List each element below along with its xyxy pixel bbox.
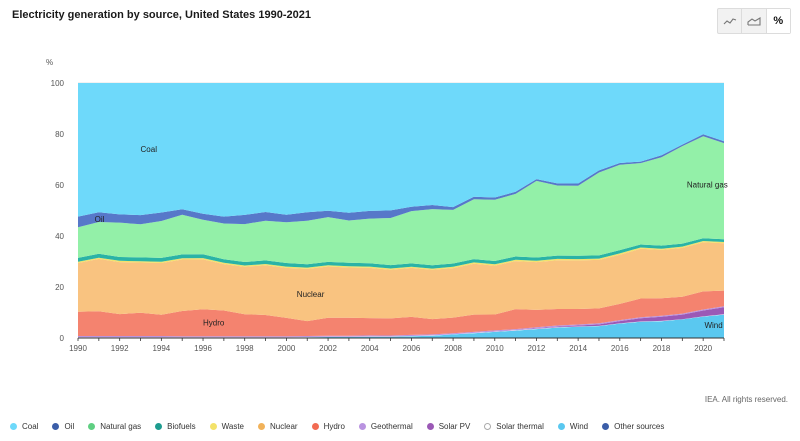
area-hydro[interactable]: [78, 290, 724, 337]
legend-label: Natural gas: [100, 422, 142, 431]
x-tick-label: 2018: [653, 344, 671, 353]
legend-label: Hydro: [323, 422, 345, 431]
legend-label: Solar thermal: [496, 422, 544, 431]
area-label-oil: Oil: [95, 215, 105, 224]
legend-label: Other sources: [614, 422, 665, 431]
legend-dot-icon: [155, 423, 163, 430]
legend-label: Nuclear: [270, 422, 298, 431]
legend-dot-icon: [10, 423, 17, 430]
legend: Coal Oil Natural gas Biofuels Waste Nuclear Hy…: [10, 422, 678, 431]
stacked-area-chart: 0 20 40 60 80 100 1990 1992 1994 1996 1998 2000 2002…: [51, 79, 728, 353]
y-tick-label: 60: [55, 181, 64, 190]
view-toggle-group: %: [717, 8, 791, 34]
x-tick-label: 2012: [528, 344, 546, 353]
area-coal[interactable]: [78, 83, 724, 217]
y-tick-label: 20: [55, 283, 64, 292]
x-tick-label: 2020: [694, 344, 712, 353]
legend-item-biofuels[interactable]: Biofuels: [155, 422, 196, 431]
area-chart-view-button[interactable]: [742, 9, 767, 33]
y-tick-label: 40: [55, 232, 64, 241]
legend-dot-icon: [358, 423, 366, 430]
x-tick-label: 1996: [194, 344, 212, 353]
legend-dot-icon: [602, 423, 610, 430]
y-tick-label: 0: [60, 334, 65, 343]
line-chart-view-button[interactable]: [718, 9, 743, 33]
legend-item-waste[interactable]: Waste: [209, 422, 244, 431]
x-tick-label: 1998: [236, 344, 254, 353]
legend-item-natural-gas[interactable]: Natural gas: [88, 422, 141, 431]
legend-label: Wind: [569, 422, 589, 431]
y-tick-label: 100: [51, 79, 65, 88]
legend-label: Biofuels: [167, 422, 196, 431]
line-chart-icon: [723, 18, 736, 25]
legend-label: Coal: [22, 422, 39, 431]
y-tick-label: 80: [55, 130, 64, 139]
legend-dot-icon: [258, 423, 265, 430]
x-tick-label: 2008: [444, 344, 462, 353]
area-wind[interactable]: [78, 314, 724, 338]
legend-dot-icon: [88, 423, 96, 430]
legend-dot-icon: [557, 423, 565, 430]
legend-item-oil[interactable]: Oil: [52, 422, 74, 431]
x-tick-label: 1994: [152, 344, 170, 353]
area-label-wind: Wind: [704, 321, 722, 330]
chart-title: Electricity generation by source, United…: [12, 9, 311, 21]
legend-item-nuclear[interactable]: Nuclear: [258, 422, 298, 431]
percent-icon: %: [773, 15, 784, 27]
legend-dot-icon: [426, 423, 434, 430]
area-label-hydro: Hydro: [203, 318, 225, 327]
x-tick-label: 2002: [319, 344, 337, 353]
legend-item-coal[interactable]: Coal: [10, 422, 38, 431]
legend-dot-icon: [311, 423, 319, 430]
legend-label: Oil: [64, 422, 75, 431]
y-axis-unit-label: %: [46, 58, 54, 67]
legend-item-other-sources[interactable]: Other sources: [602, 422, 664, 431]
x-tick-label: 1992: [111, 344, 129, 353]
x-tick-label: 2006: [403, 344, 421, 353]
area-natural-gas[interactable]: [78, 136, 724, 266]
area-label-coal: Coal: [141, 145, 158, 154]
legend-label: Solar PV: [438, 422, 471, 431]
percent-view-button[interactable]: %: [766, 9, 790, 33]
legend-item-wind[interactable]: Wind: [557, 422, 589, 431]
legend-item-solar-thermal[interactable]: Solar thermal: [484, 422, 544, 431]
legend-label: Geothermal: [370, 422, 413, 431]
area-nuclear[interactable]: [78, 242, 724, 322]
x-tick-label: 2004: [361, 344, 379, 353]
x-tick-label: 2016: [611, 344, 629, 353]
area-chart-icon: [747, 17, 761, 26]
copyright-credit: IEA. All rights reserved.: [704, 395, 788, 404]
legend-item-hydro[interactable]: Hydro: [311, 422, 345, 431]
area-label-nuclear: Nuclear: [297, 290, 325, 299]
area-oil[interactable]: [78, 134, 724, 228]
legend-item-solar-pv[interactable]: Solar PV: [426, 422, 471, 431]
legend-dot-icon: [52, 423, 60, 430]
legend-dot-icon: [209, 423, 217, 430]
area-label-natural-gas: Natural gas: [687, 181, 728, 190]
x-tick-label: 2014: [569, 344, 587, 353]
x-tick-label: 1990: [69, 344, 87, 353]
x-tick-label: 2000: [277, 344, 295, 353]
legend-item-geothermal[interactable]: Geothermal: [358, 422, 413, 431]
x-tick-label: 2010: [486, 344, 504, 353]
legend-label: Waste: [221, 422, 244, 431]
legend-dot-hollow-icon: [484, 423, 492, 430]
